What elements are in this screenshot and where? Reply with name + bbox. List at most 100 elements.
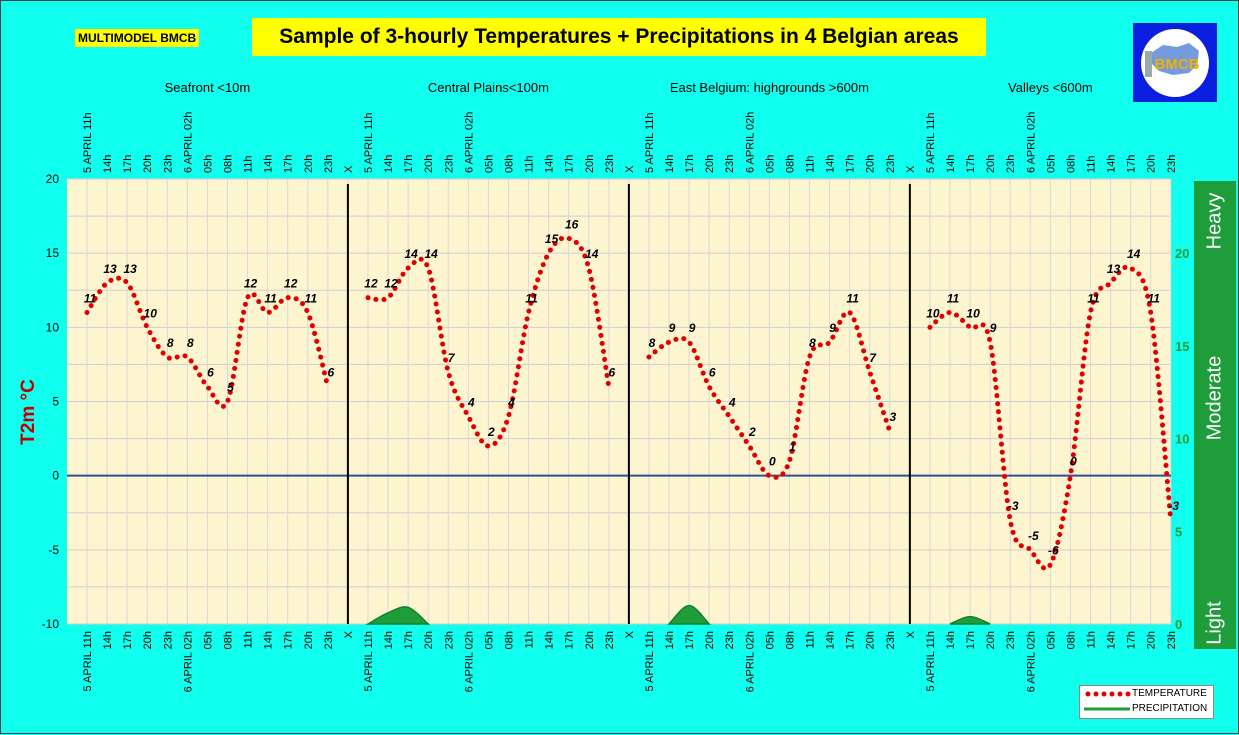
x-tick-label-top: 17h <box>122 155 134 173</box>
x-tick-label-bottom: 05h <box>202 631 214 649</box>
x-tick-label-top: 14h <box>544 155 556 173</box>
temperature-data-label: 12 <box>384 277 398 291</box>
area-title: Central Plains<100m <box>428 80 549 95</box>
x-tick-label-bottom: 5 APRIL 11h <box>82 631 94 692</box>
x-tick-label-top: 17h <box>965 155 977 173</box>
x-tick-label-top: 17h <box>564 155 576 173</box>
temperature-data-label: 6 <box>327 366 334 380</box>
temperature-data-label: 9 <box>669 321 676 335</box>
y-tick-label: -5 <box>48 543 59 557</box>
x-tick-label-top: 5 APRIL 11h <box>644 112 656 173</box>
temperature-data-label: 14 <box>1127 247 1141 261</box>
temperature-data-label: 15 <box>545 232 559 246</box>
x-tick-label-bottom: 23h <box>724 631 736 649</box>
x-tick-label-bottom: 17h <box>1126 631 1138 649</box>
x-tick-label-bottom: 20h <box>423 631 435 649</box>
x-tick-label-top: 5 APRIL 11h <box>82 112 94 173</box>
intensity-label-heavy: Heavy <box>1203 192 1226 250</box>
x-tick-label-top: 17h <box>283 155 295 173</box>
x-tick-label-bottom: 14h <box>102 631 114 649</box>
x-tick-label-top: 08h <box>222 155 234 173</box>
temperature-data-label: 8 <box>809 336 816 350</box>
separator-label-top: X <box>343 165 355 173</box>
temperature-data-label: 8 <box>187 336 194 350</box>
x-tick-label-bottom: 14h <box>544 631 556 649</box>
intensity-label-light: Light <box>1203 601 1226 645</box>
x-tick-label-top: 23h <box>885 155 897 173</box>
x-tick-label-top: 20h <box>142 155 154 173</box>
x-tick-label-top: 6 APRIL 02h <box>182 112 194 173</box>
temperature-line <box>646 309 893 480</box>
x-tick-label-top: 14h <box>383 155 395 173</box>
precipitation-intensity-bar <box>1194 181 1236 649</box>
x-tick-label-bottom: 6 APRIL 02h <box>182 631 194 692</box>
x-tick-label-bottom: 20h <box>985 631 997 649</box>
temperature-data-label: 11 <box>947 292 960 306</box>
x-tick-label-bottom: 6 APRIL 02h <box>463 631 475 692</box>
temperature-data-label: 11 <box>84 292 97 306</box>
y-tick-label: 0 <box>52 469 59 483</box>
x-tick-label-bottom: 23h <box>443 631 455 649</box>
area-title: Seafront <10m <box>165 80 251 95</box>
temperature-data-label: 5 <box>227 381 234 395</box>
separator-label-top: X <box>905 165 917 173</box>
x-tick-label-bottom: 14h <box>263 631 275 649</box>
area-title: Valleys <600m <box>1008 80 1093 95</box>
temperature-data-label: 13 <box>103 262 117 276</box>
legend: TEMPERATURE PRECIPITATION <box>1079 685 1214 719</box>
x-tick-label-bottom: 14h <box>383 631 395 649</box>
y2-tick-label: 10 <box>1175 432 1189 447</box>
temperature-line <box>84 275 331 409</box>
x-tick-label-bottom: 11h <box>243 631 255 649</box>
temperature-data-label: 8 <box>167 336 174 350</box>
y-axis-label: T2m °C <box>18 379 39 445</box>
x-tick-label-top: 23h <box>162 155 174 173</box>
x-tick-label-top: 23h <box>724 155 736 173</box>
y2-tick-label: 0 <box>1175 617 1182 632</box>
x-tick-label-bottom: 08h <box>784 631 796 649</box>
x-tick-label-top: 05h <box>202 155 214 173</box>
x-tick-label-top: 23h <box>1005 155 1017 173</box>
temperature-data-label: 4 <box>728 395 736 409</box>
x-tick-label-top: 5 APRIL 11h <box>925 112 937 173</box>
x-tick-label-bottom: 11h <box>805 631 817 649</box>
x-tick-label-top: 20h <box>423 155 435 173</box>
temperature-data-label: 3 <box>889 410 896 424</box>
x-tick-label-bottom: 5 APRIL 11h <box>644 631 656 692</box>
x-tick-label-bottom: 20h <box>303 631 315 649</box>
temperature-data-label: 14 <box>585 247 599 261</box>
temperature-data-label: 12 <box>244 277 258 291</box>
x-tick-label-top: 05h <box>1045 155 1057 173</box>
x-tick-label-top: 14h <box>664 155 676 173</box>
temperature-data-label: 7 <box>448 351 456 365</box>
x-tick-label-bottom: 6 APRIL 02h <box>744 631 756 692</box>
temperature-data-label: 13 <box>1107 262 1121 276</box>
temperature-data-label: 11 <box>846 292 859 306</box>
x-tick-label-bottom: 17h <box>122 631 134 649</box>
separator-label-bottom: X <box>624 630 636 638</box>
temperature-data-label: 11 <box>305 292 318 306</box>
area-group: 12 12 14 14 7 4 2 4 11 15 16 14 6 Central Plains<100m… <box>363 80 636 692</box>
x-tick-label-top: 11h <box>524 155 536 173</box>
precipitation-area <box>365 606 431 625</box>
temperature-data-label: -6 <box>1048 544 1059 558</box>
x-tick-label-top: 23h <box>1166 155 1178 173</box>
temperature-data-label: 11 <box>1147 292 1160 306</box>
x-tick-label-bottom: 5 APRIL 11h <box>363 631 375 692</box>
temperature-data-label: 2 <box>487 425 495 439</box>
x-tick-label-top: 6 APRIL 02h <box>1025 112 1037 173</box>
temperature-data-label: 10 <box>966 306 980 320</box>
temperature-data-label: 12 <box>364 277 378 291</box>
brand-label: MULTIMODEL BMCB <box>75 29 200 47</box>
x-tick-label-bottom: 11h <box>1086 631 1098 649</box>
x-tick-label-bottom: 20h <box>865 631 877 649</box>
area-group: 10 11 10 9 -3 -5 -6 0 11 13 14 11 -3 Valleys <600m 5 A… <box>925 80 1180 692</box>
x-tick-label-top: 23h <box>443 155 455 173</box>
precipitation-legend-swatch <box>1084 707 1130 711</box>
temperature-data-label: 12 <box>284 277 298 291</box>
x-tick-label-bottom: 08h <box>1065 631 1077 649</box>
temperature-data-label: 10 <box>144 306 158 320</box>
temperature-data-label: 11 <box>1087 292 1100 306</box>
x-tick-label-top: 20h <box>865 155 877 173</box>
x-tick-label-bottom: 17h <box>403 631 415 649</box>
